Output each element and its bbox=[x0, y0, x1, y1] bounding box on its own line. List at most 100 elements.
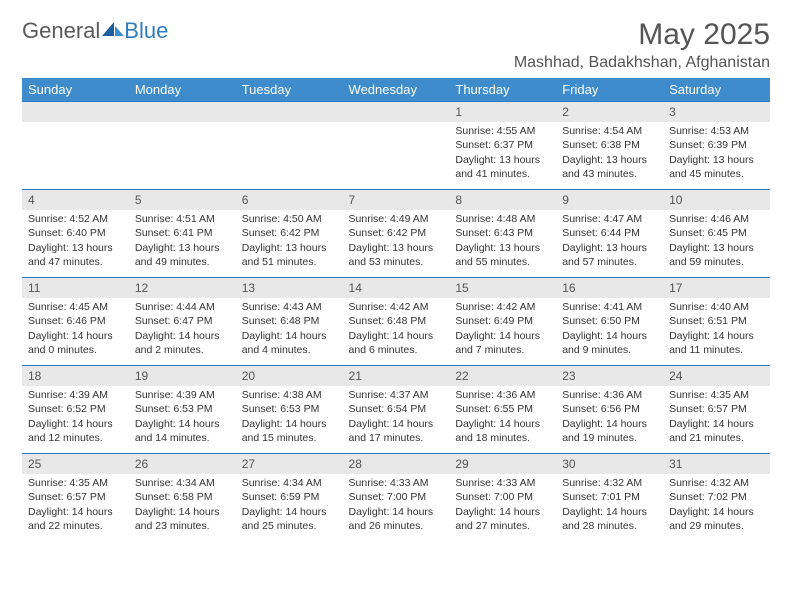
calendar-cell: 25Sunrise: 4:35 AMSunset: 6:57 PMDayligh… bbox=[22, 453, 129, 541]
day-body: Sunrise: 4:54 AMSunset: 6:38 PMDaylight:… bbox=[556, 122, 663, 185]
sunset-text: Sunset: 6:59 PM bbox=[242, 490, 337, 504]
day-body: Sunrise: 4:35 AMSunset: 6:57 PMDaylight:… bbox=[22, 474, 129, 537]
calendar-cell: 16Sunrise: 4:41 AMSunset: 6:50 PMDayligh… bbox=[556, 277, 663, 365]
day-body: Sunrise: 4:34 AMSunset: 6:58 PMDaylight:… bbox=[129, 474, 236, 537]
sunrise-text: Sunrise: 4:34 AM bbox=[135, 476, 230, 490]
day-number: 25 bbox=[22, 453, 129, 474]
sunset-text: Sunset: 6:58 PM bbox=[135, 490, 230, 504]
sunset-text: Sunset: 7:02 PM bbox=[669, 490, 764, 504]
day-number: 13 bbox=[236, 277, 343, 298]
day-body-empty bbox=[236, 122, 343, 128]
sunrise-text: Sunrise: 4:36 AM bbox=[455, 388, 550, 402]
day-body-empty bbox=[22, 122, 129, 128]
sunrise-text: Sunrise: 4:43 AM bbox=[242, 300, 337, 314]
daylight-text: Daylight: 13 hours and 51 minutes. bbox=[242, 241, 337, 269]
day-number: 23 bbox=[556, 365, 663, 386]
daylight-text: Daylight: 14 hours and 7 minutes. bbox=[455, 329, 550, 357]
daylight-text: Daylight: 13 hours and 45 minutes. bbox=[669, 153, 764, 181]
calendar-cell bbox=[129, 101, 236, 189]
sunrise-text: Sunrise: 4:36 AM bbox=[562, 388, 657, 402]
day-body: Sunrise: 4:51 AMSunset: 6:41 PMDaylight:… bbox=[129, 210, 236, 273]
calendar-week-row: 18Sunrise: 4:39 AMSunset: 6:52 PMDayligh… bbox=[22, 365, 770, 453]
calendar-cell bbox=[22, 101, 129, 189]
daylight-text: Daylight: 13 hours and 57 minutes. bbox=[562, 241, 657, 269]
sunset-text: Sunset: 6:53 PM bbox=[135, 402, 230, 416]
daylight-text: Daylight: 14 hours and 4 minutes. bbox=[242, 329, 337, 357]
day-body: Sunrise: 4:46 AMSunset: 6:45 PMDaylight:… bbox=[663, 210, 770, 273]
daylight-text: Daylight: 14 hours and 21 minutes. bbox=[669, 417, 764, 445]
sunset-text: Sunset: 6:49 PM bbox=[455, 314, 550, 328]
sunrise-text: Sunrise: 4:35 AM bbox=[669, 388, 764, 402]
daylight-text: Daylight: 14 hours and 11 minutes. bbox=[669, 329, 764, 357]
day-number: 29 bbox=[449, 453, 556, 474]
day-number: 31 bbox=[663, 453, 770, 474]
day-number: 8 bbox=[449, 189, 556, 210]
day-number: 17 bbox=[663, 277, 770, 298]
calendar-week-row: 25Sunrise: 4:35 AMSunset: 6:57 PMDayligh… bbox=[22, 453, 770, 541]
sunset-text: Sunset: 6:40 PM bbox=[28, 226, 123, 240]
daylight-text: Daylight: 14 hours and 14 minutes. bbox=[135, 417, 230, 445]
sail-icon bbox=[102, 18, 124, 44]
daylight-text: Daylight: 14 hours and 17 minutes. bbox=[349, 417, 444, 445]
sunrise-text: Sunrise: 4:53 AM bbox=[669, 124, 764, 138]
daylight-text: Daylight: 14 hours and 18 minutes. bbox=[455, 417, 550, 445]
calendar-body: 1Sunrise: 4:55 AMSunset: 6:37 PMDaylight… bbox=[22, 101, 770, 541]
weekday-monday: Monday bbox=[129, 78, 236, 101]
sunrise-text: Sunrise: 4:48 AM bbox=[455, 212, 550, 226]
sunset-text: Sunset: 6:54 PM bbox=[349, 402, 444, 416]
day-body: Sunrise: 4:33 AMSunset: 7:00 PMDaylight:… bbox=[449, 474, 556, 537]
day-number: 26 bbox=[129, 453, 236, 474]
day-number: 20 bbox=[236, 365, 343, 386]
day-number: 6 bbox=[236, 189, 343, 210]
calendar-cell: 19Sunrise: 4:39 AMSunset: 6:53 PMDayligh… bbox=[129, 365, 236, 453]
calendar-cell bbox=[236, 101, 343, 189]
sunrise-text: Sunrise: 4:33 AM bbox=[349, 476, 444, 490]
sunrise-text: Sunrise: 4:32 AM bbox=[562, 476, 657, 490]
day-body: Sunrise: 4:39 AMSunset: 6:53 PMDaylight:… bbox=[129, 386, 236, 449]
calendar-cell: 4Sunrise: 4:52 AMSunset: 6:40 PMDaylight… bbox=[22, 189, 129, 277]
daylight-text: Daylight: 13 hours and 47 minutes. bbox=[28, 241, 123, 269]
sunrise-text: Sunrise: 4:35 AM bbox=[28, 476, 123, 490]
daylight-text: Daylight: 13 hours and 53 minutes. bbox=[349, 241, 444, 269]
day-body: Sunrise: 4:32 AMSunset: 7:02 PMDaylight:… bbox=[663, 474, 770, 537]
day-number-empty bbox=[236, 101, 343, 122]
location: Mashhad, Badakhshan, Afghanistan bbox=[514, 54, 770, 72]
day-number: 7 bbox=[343, 189, 450, 210]
sunset-text: Sunset: 6:48 PM bbox=[349, 314, 444, 328]
logo: General Blue bbox=[22, 18, 168, 44]
daylight-text: Daylight: 14 hours and 29 minutes. bbox=[669, 505, 764, 533]
weekday-thursday: Thursday bbox=[449, 78, 556, 101]
calendar-cell: 14Sunrise: 4:42 AMSunset: 6:48 PMDayligh… bbox=[343, 277, 450, 365]
daylight-text: Daylight: 13 hours and 43 minutes. bbox=[562, 153, 657, 181]
sunset-text: Sunset: 7:00 PM bbox=[349, 490, 444, 504]
day-number: 16 bbox=[556, 277, 663, 298]
day-body: Sunrise: 4:47 AMSunset: 6:44 PMDaylight:… bbox=[556, 210, 663, 273]
day-body: Sunrise: 4:32 AMSunset: 7:01 PMDaylight:… bbox=[556, 474, 663, 537]
sunset-text: Sunset: 6:46 PM bbox=[28, 314, 123, 328]
sunrise-text: Sunrise: 4:47 AM bbox=[562, 212, 657, 226]
calendar-cell: 28Sunrise: 4:33 AMSunset: 7:00 PMDayligh… bbox=[343, 453, 450, 541]
daylight-text: Daylight: 13 hours and 41 minutes. bbox=[455, 153, 550, 181]
daylight-text: Daylight: 14 hours and 15 minutes. bbox=[242, 417, 337, 445]
sunrise-text: Sunrise: 4:39 AM bbox=[135, 388, 230, 402]
day-body: Sunrise: 4:50 AMSunset: 6:42 PMDaylight:… bbox=[236, 210, 343, 273]
day-body: Sunrise: 4:39 AMSunset: 6:52 PMDaylight:… bbox=[22, 386, 129, 449]
weekday-tuesday: Tuesday bbox=[236, 78, 343, 101]
calendar-cell: 26Sunrise: 4:34 AMSunset: 6:58 PMDayligh… bbox=[129, 453, 236, 541]
calendar-cell: 2Sunrise: 4:54 AMSunset: 6:38 PMDaylight… bbox=[556, 101, 663, 189]
calendar-cell: 20Sunrise: 4:38 AMSunset: 6:53 PMDayligh… bbox=[236, 365, 343, 453]
daylight-text: Daylight: 13 hours and 49 minutes. bbox=[135, 241, 230, 269]
weekday-saturday: Saturday bbox=[663, 78, 770, 101]
sunrise-text: Sunrise: 4:54 AM bbox=[562, 124, 657, 138]
sunrise-text: Sunrise: 4:32 AM bbox=[669, 476, 764, 490]
day-body-empty bbox=[343, 122, 450, 128]
day-number: 12 bbox=[129, 277, 236, 298]
calendar-cell bbox=[343, 101, 450, 189]
daylight-text: Daylight: 14 hours and 25 minutes. bbox=[242, 505, 337, 533]
day-number: 21 bbox=[343, 365, 450, 386]
day-body: Sunrise: 4:42 AMSunset: 6:48 PMDaylight:… bbox=[343, 298, 450, 361]
daylight-text: Daylight: 14 hours and 0 minutes. bbox=[28, 329, 123, 357]
daylight-text: Daylight: 14 hours and 6 minutes. bbox=[349, 329, 444, 357]
sunrise-text: Sunrise: 4:44 AM bbox=[135, 300, 230, 314]
calendar-table: Sunday Monday Tuesday Wednesday Thursday… bbox=[22, 78, 770, 541]
